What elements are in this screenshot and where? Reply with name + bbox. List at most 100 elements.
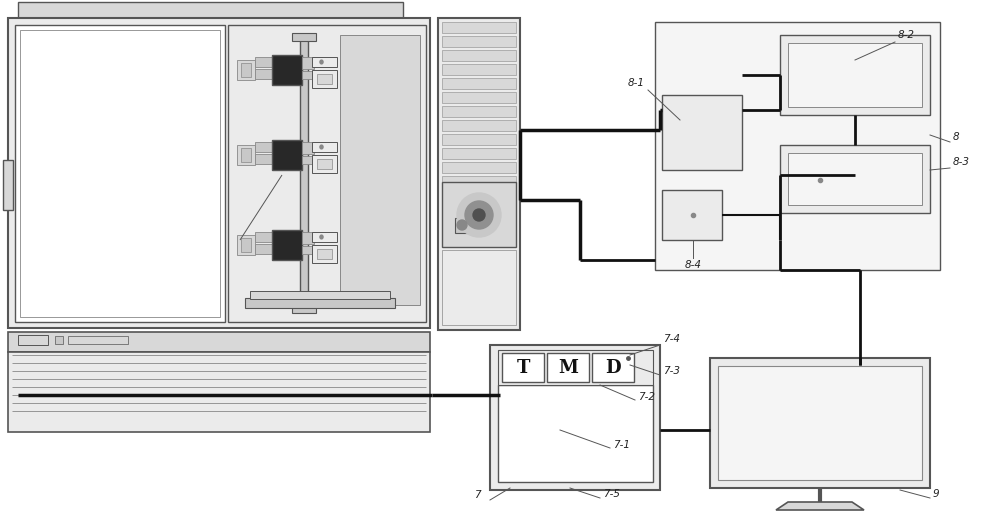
Bar (3, 160, 13, 210)
Bar (302, 232, 314, 244)
Bar (442, 218, 516, 229)
Text: 9: 9 (933, 489, 940, 499)
Bar (255, 57, 275, 67)
Bar (18, 2, 403, 20)
Text: 7: 7 (474, 490, 481, 500)
Bar (442, 22, 516, 33)
Circle shape (457, 193, 501, 237)
Bar (8, 332, 430, 352)
Bar (237, 235, 255, 255)
Text: 7-3: 7-3 (663, 366, 680, 376)
Bar (312, 70, 337, 88)
Bar (272, 140, 302, 170)
Text: 7-5: 7-5 (603, 489, 620, 499)
Bar (442, 106, 516, 117)
Bar (68, 336, 128, 344)
Text: 8: 8 (953, 132, 960, 142)
Bar (442, 204, 516, 215)
Bar (442, 162, 516, 173)
Bar (255, 154, 275, 164)
Text: 8-3: 8-3 (953, 157, 970, 167)
Circle shape (465, 201, 493, 229)
Bar (237, 60, 255, 80)
Bar (442, 36, 516, 47)
Text: 7-4: 7-4 (663, 334, 680, 344)
Bar (300, 35, 308, 305)
Bar (292, 305, 316, 313)
Bar (20, 30, 220, 317)
Bar (312, 155, 337, 173)
Bar (442, 134, 516, 145)
Bar (455, 218, 470, 233)
Bar (502, 353, 544, 382)
Bar (228, 25, 426, 322)
Text: D: D (605, 359, 621, 377)
Bar (272, 230, 302, 260)
Bar (788, 153, 922, 205)
Text: T: T (516, 359, 530, 377)
Bar (592, 353, 634, 382)
Text: 7-2: 7-2 (638, 392, 655, 402)
Bar (442, 250, 516, 325)
Polygon shape (776, 502, 864, 510)
Bar (8, 352, 430, 432)
Bar (272, 55, 302, 85)
Bar (780, 145, 930, 213)
Bar (780, 35, 930, 115)
Bar (655, 22, 940, 270)
Bar (442, 148, 516, 159)
Bar (498, 385, 653, 482)
Bar (312, 232, 337, 242)
Bar (255, 244, 275, 254)
Bar (662, 95, 742, 170)
Bar (662, 190, 722, 240)
Bar (237, 145, 255, 165)
Bar (788, 43, 922, 107)
Bar (317, 74, 332, 84)
Bar (55, 336, 63, 344)
Bar (442, 176, 516, 187)
Bar (312, 57, 337, 67)
Bar (255, 69, 275, 79)
Bar (498, 350, 653, 385)
Bar (255, 232, 275, 242)
Circle shape (473, 209, 485, 221)
Bar (8, 18, 430, 328)
Bar (241, 63, 251, 77)
Bar (312, 245, 337, 263)
Bar (18, 335, 48, 345)
Text: 7-1: 7-1 (613, 440, 630, 450)
Bar (438, 18, 520, 330)
Bar (442, 92, 516, 103)
Text: 8-1: 8-1 (628, 78, 645, 88)
Bar (340, 35, 420, 305)
Bar (490, 345, 660, 490)
Bar (241, 148, 251, 162)
Bar (442, 78, 516, 89)
Circle shape (457, 220, 467, 230)
Bar (302, 71, 314, 79)
Bar (250, 291, 390, 299)
Bar (718, 366, 922, 480)
Bar (317, 249, 332, 259)
Bar (255, 142, 275, 152)
Bar (442, 64, 516, 75)
Bar (317, 159, 332, 169)
Bar (241, 238, 251, 252)
Bar (442, 232, 516, 243)
Text: 8-2: 8-2 (898, 30, 915, 40)
Bar (442, 190, 516, 201)
Bar (302, 57, 314, 69)
Bar (245, 298, 395, 308)
Bar (15, 25, 225, 322)
Bar (292, 33, 316, 41)
Bar (302, 156, 314, 164)
Text: M: M (558, 359, 578, 377)
Bar (442, 120, 516, 131)
Bar (312, 142, 337, 152)
Bar (442, 182, 516, 247)
Text: 8-4: 8-4 (685, 260, 702, 270)
Bar (442, 50, 516, 61)
Bar (302, 246, 314, 254)
Bar (302, 142, 314, 154)
